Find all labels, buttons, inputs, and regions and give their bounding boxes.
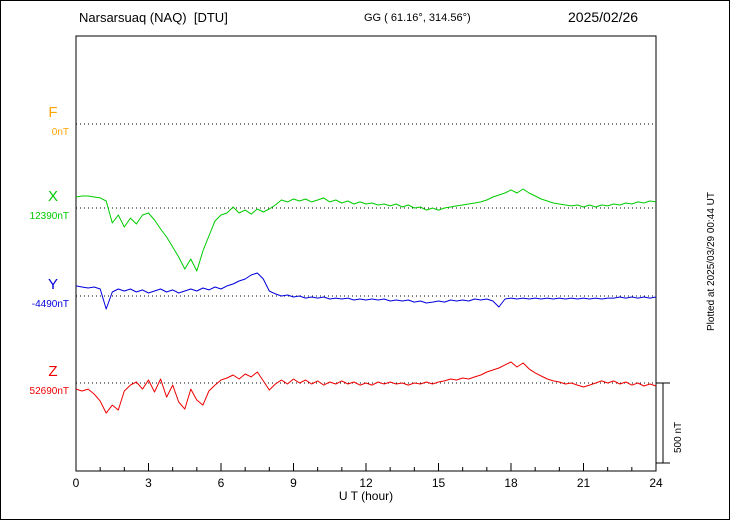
component-label-Y: Y [47, 276, 58, 293]
y-trace [75, 272, 657, 310]
x-tick-label: 18 [504, 476, 518, 490]
station-title: Narsarsuaq (NAQ) [DTU] [79, 10, 228, 25]
component-label-F: F [48, 104, 58, 121]
x-tick-label: 6 [218, 476, 225, 490]
component-label-Z: Z [48, 363, 58, 380]
x-tick-label: 12 [359, 476, 373, 490]
component-baseline-value-F: 0nT [51, 127, 69, 138]
x-tick-label: 0 [73, 476, 80, 490]
component-baseline-value-Y: -4490nT [31, 299, 69, 310]
z-trace [75, 361, 657, 414]
plotted-at-label: Plotted at 2025/03/29 00:44 UT [706, 192, 717, 331]
component-baseline-value-X: 12390nT [29, 211, 69, 222]
component-baseline-value-Z: 52690nT [29, 386, 69, 397]
x-tick-label: 24 [649, 476, 663, 490]
component-label-X: X [47, 188, 58, 205]
plot-border [75, 35, 657, 472]
x-trace [75, 188, 657, 272]
x-tick-label: 15 [432, 476, 446, 490]
x-axis-title: U T (hour) [338, 489, 394, 503]
gg-coordinates: GG ( 61.16°, 314.56°) [364, 12, 471, 24]
x-tick-label: 3 [145, 476, 152, 490]
observation-date: 2025/02/26 [568, 9, 639, 25]
scale-bar-label: 500 nT [673, 421, 684, 453]
x-tick-label: 9 [290, 476, 297, 490]
x-tick-label: 21 [577, 476, 591, 490]
